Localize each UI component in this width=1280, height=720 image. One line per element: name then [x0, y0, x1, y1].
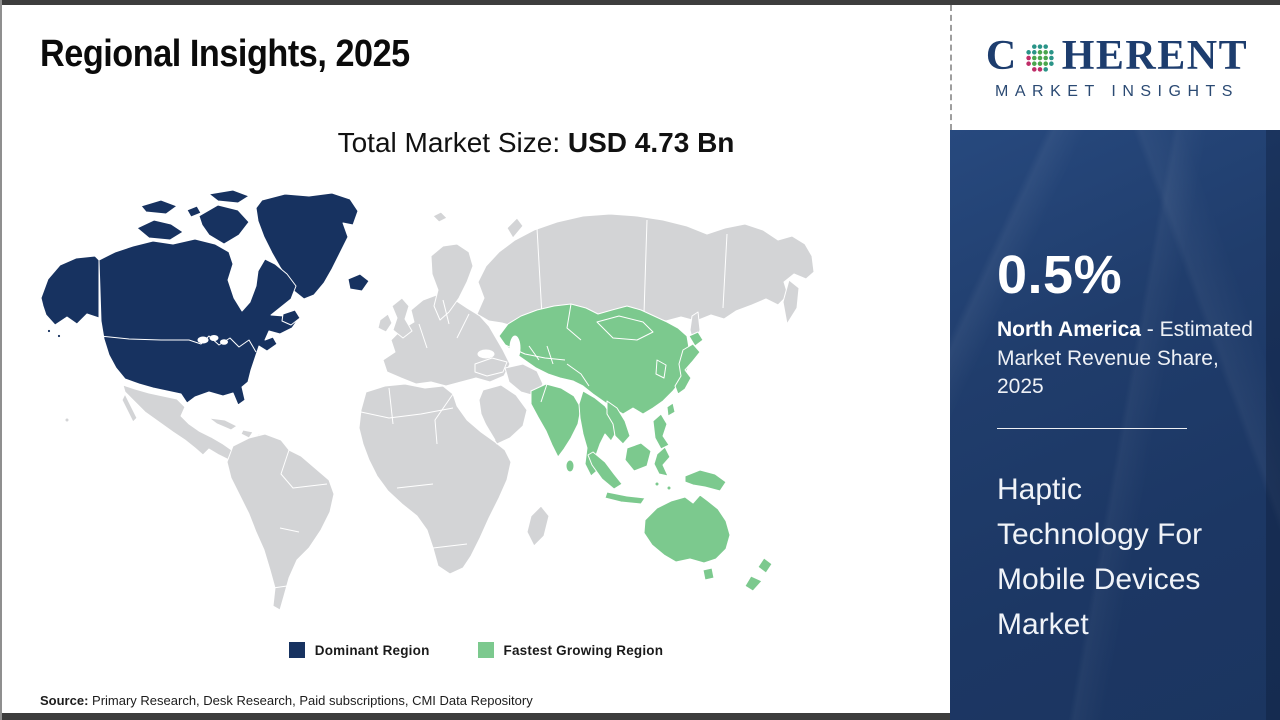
region-rest-of-world [64, 211, 815, 611]
region-australia [643, 494, 731, 564]
dotted-globe-icon [1026, 43, 1054, 72]
brand-subtext: MARKET INSIGHTS [995, 82, 1239, 100]
stat-description: North America - Estimated Market Revenue… [997, 316, 1259, 402]
region-iceland [347, 273, 370, 292]
world-map [40, 189, 815, 611]
map-legend: Dominant Region Fastest Growing Region [2, 642, 950, 658]
region-asia-pacific [498, 303, 773, 592]
source-text: Primary Research, Desk Research, Paid su… [88, 693, 533, 708]
main-content-area: Regional Insights, 2025 Total Market Siz… [2, 5, 950, 713]
panel-divider [997, 427, 1187, 429]
legend-item-fastest-growing: Fastest Growing Region [477, 642, 664, 658]
total-market-size-label: Total Market Size: [337, 127, 568, 158]
stat-region-name: North America [997, 318, 1141, 341]
stat-description-text: - Estimated Market Revenue Share, 2025 [997, 318, 1253, 398]
region-greenland [255, 192, 359, 300]
region-japan [688, 331, 704, 347]
region-new-zealand [757, 557, 773, 574]
source-label: Source: [40, 693, 89, 708]
brand-wordmark: C HERENT [986, 35, 1248, 77]
brand-letters-rest: HERENT [1061, 32, 1249, 79]
region-philippines [652, 413, 670, 450]
bottom-accent-bar [2, 713, 950, 720]
brand-letter-c: C [985, 32, 1018, 79]
total-market-size-value: USD 4.73 Bn [567, 127, 735, 158]
stat-value: 0.5% [997, 245, 1123, 305]
total-market-size: Total Market Size: USD 4.73 Bn [2, 127, 950, 159]
brand-logo: C HERENT MARKET INSIGHTS [950, 5, 1280, 130]
top-accent-bar [2, 0, 1280, 5]
region-alaska [40, 255, 100, 326]
right-column: C HERENT MARKET INSIGHTS 0.5% North Amer… [950, 5, 1280, 720]
page-title: Regional Insights, 2025 [40, 33, 410, 75]
fastest-growing-region-label: Fastest Growing Region [503, 642, 664, 658]
stat-panel: 0.5% North America - Estimated Market Re… [950, 130, 1280, 720]
source-line: Source: Primary Research, Desk Research,… [40, 693, 533, 708]
fastest-growing-region-swatch [477, 642, 494, 658]
region-canada-usa [98, 238, 300, 406]
map-water-details [126, 335, 521, 441]
dominant-region-swatch [288, 642, 305, 658]
dominant-region-label: Dominant Region [314, 642, 430, 658]
region-north-america [40, 189, 370, 406]
region-india [530, 383, 582, 458]
market-title: Haptic Technology For Mobile Devices Mar… [997, 472, 1203, 641]
legend-item-dominant: Dominant Region [288, 642, 430, 658]
